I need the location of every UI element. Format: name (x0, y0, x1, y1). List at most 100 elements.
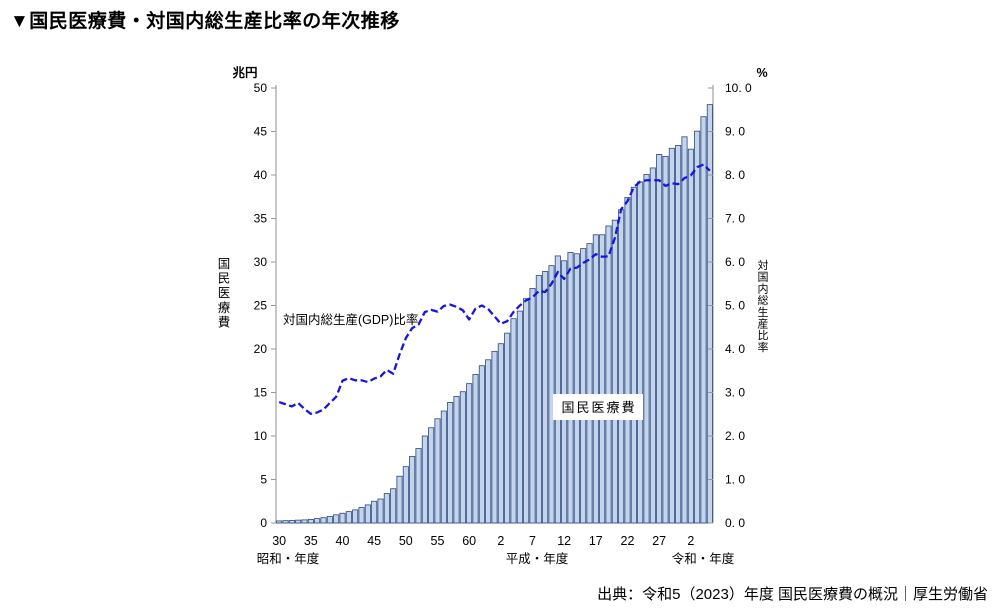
left-tick-label: 40 (254, 168, 268, 182)
bar-1990 (497, 343, 504, 524)
right-tick-label: 6. 0 (725, 255, 745, 269)
right-tick-label: 8. 0 (725, 168, 745, 182)
bar-1968 (358, 507, 365, 524)
bar-1961 (314, 518, 321, 524)
bar-2022 (700, 116, 707, 524)
bar-1981 (440, 410, 447, 524)
bar-1992 (510, 318, 517, 524)
left-tick-label: 15 (254, 386, 268, 400)
right-axis-title: 国 (758, 271, 769, 284)
bar-1997 (542, 271, 549, 524)
bar-1965 (339, 512, 346, 524)
right-tick-label: 4. 0 (725, 342, 745, 356)
bar-1976 (409, 455, 416, 524)
bar-1972 (383, 493, 390, 524)
gdp-ratio-line (278, 163, 711, 415)
bar-2015 (656, 154, 663, 524)
x-tick-label: 7 (529, 534, 536, 548)
bar-2002 (573, 253, 580, 524)
x-tick-label: 40 (336, 534, 350, 548)
x-tick-label: 60 (462, 534, 476, 548)
bar-2020 (687, 148, 694, 524)
bar-1964 (333, 514, 340, 524)
right-tick-label: 5. 0 (725, 299, 745, 313)
left-tick-label: 35 (254, 212, 268, 226)
bar-1975 (402, 466, 409, 524)
bar-1982 (447, 402, 454, 524)
bar-2019 (681, 136, 688, 524)
bar-2018 (675, 145, 682, 524)
right-axis-title: 対 (758, 258, 769, 272)
bar-1955 (276, 520, 283, 524)
bar-1959 (301, 519, 308, 524)
bar-1962 (320, 517, 327, 524)
right-tick-label: 0. 0 (725, 516, 745, 530)
bar-1960 (307, 519, 314, 524)
bar-2001 (567, 252, 574, 524)
x-axis-labels: 30 35 40 45 50 55 60 2 7 12 17 22 27 2昭和・年度 平成・年度 令和・年度 (257, 534, 735, 566)
bar-2007 (605, 225, 612, 524)
left-axis-title: 療 (218, 301, 231, 315)
left-tick-label: 50 (254, 81, 268, 95)
bar-1994 (523, 298, 530, 524)
right-axis-title: 率 (758, 340, 769, 354)
bar-2014 (649, 167, 656, 524)
bar-1974 (396, 475, 403, 524)
bar-2011 (630, 186, 637, 524)
x-tick-label: 2 (497, 534, 504, 548)
bar-1993 (516, 310, 523, 524)
right-axis-title: 内 (758, 281, 769, 295)
bar-series-label: 国民医療費 (561, 400, 636, 415)
bar-1966 (345, 511, 352, 524)
bar-1977 (415, 448, 422, 524)
bar-1984 (459, 391, 466, 524)
right-tick-label: 1. 0 (725, 473, 745, 487)
left-tick-label: 20 (254, 342, 268, 356)
x-tick-label: 17 (589, 534, 603, 548)
bar-1986 (472, 374, 479, 524)
x-tick-label: 27 (652, 534, 666, 548)
bar-1979 (428, 427, 435, 524)
left-axis-title: 国 (218, 257, 231, 271)
x-tick-label: 35 (304, 534, 318, 548)
x-tick-label: 22 (621, 534, 635, 548)
x-tick-label: 30 (272, 534, 286, 548)
bar-1989 (491, 350, 498, 524)
bar-2000 (561, 260, 568, 524)
gdp-line-label: 対国内総生産(GDP)比率 (283, 312, 418, 327)
left-axis-ticks: 0 5 10 15 20 25 30 35 40 45 50 (254, 81, 276, 530)
left-axis-title: 民 (218, 272, 231, 286)
bar-1995 (529, 288, 536, 524)
bar-1967 (352, 509, 359, 524)
right-axis-title: 比 (758, 329, 769, 342)
bar-2006 (599, 234, 606, 524)
bar-1963 (326, 515, 333, 524)
right-tick-label: 10. 0 (725, 81, 752, 95)
bar-1983 (453, 396, 460, 524)
right-tick-label: 9. 0 (725, 125, 745, 139)
bar-1978 (421, 435, 428, 524)
era-label: 平成・年度 (506, 551, 569, 566)
bar-1999 (554, 255, 561, 524)
bar-2012 (637, 181, 644, 524)
bar-1991 (504, 332, 511, 524)
era-label: 令和・年度 (672, 551, 735, 566)
source-caption: 出典：令和5（2023）年度 国民医療費の概況｜厚生労働省 (597, 586, 988, 603)
right-axis-title: 総 (758, 293, 769, 307)
bar-2021 (694, 130, 701, 524)
bar-label-box (553, 394, 643, 420)
right-tick-label: 7. 0 (725, 212, 745, 226)
left-tick-label: 0 (260, 516, 267, 530)
left-axis-unit: 兆円 (232, 65, 257, 80)
left-axis-title: 費 (218, 314, 231, 329)
bar-2005 (592, 234, 599, 524)
bar-2010 (624, 197, 631, 524)
left-tick-label: 45 (254, 125, 268, 139)
x-tick-label: 12 (557, 534, 571, 548)
bar-2017 (668, 147, 675, 524)
bar-2016 (662, 155, 669, 524)
bar-1969 (364, 504, 371, 524)
right-tick-label: 2. 0 (725, 429, 745, 443)
right-axis-title: 生 (758, 305, 769, 319)
